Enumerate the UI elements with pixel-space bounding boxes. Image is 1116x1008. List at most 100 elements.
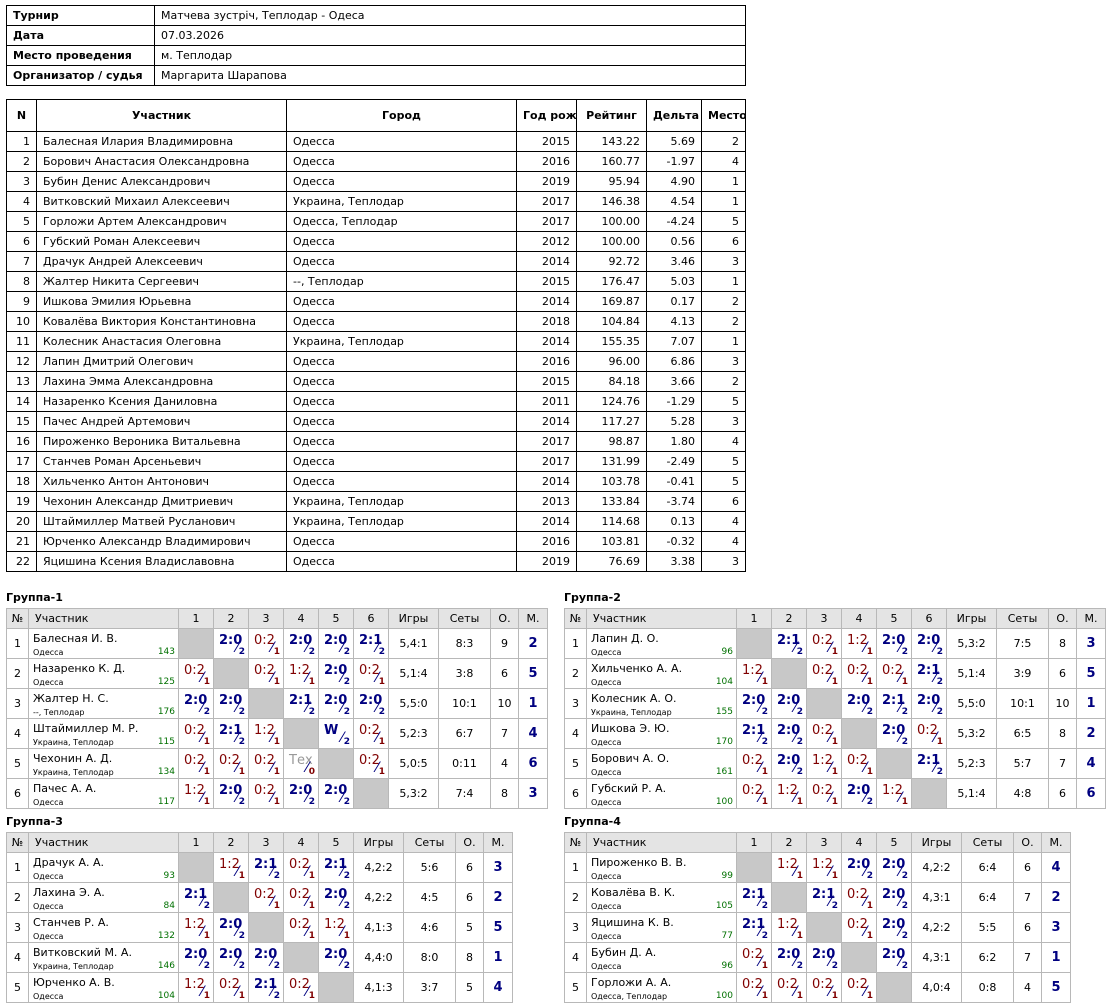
match-points: 2 xyxy=(796,961,803,971)
slash: ⁄ xyxy=(899,730,902,746)
score: 2:0 xyxy=(254,947,278,962)
match-points: 2 xyxy=(343,707,350,717)
participant-cell: 2 xyxy=(6,151,37,172)
participant-cell: 4.54 xyxy=(646,191,702,212)
games: 4,0:4 xyxy=(911,972,962,1003)
sets: 3:7 xyxy=(403,972,456,1003)
player-name: Пачес А. А. xyxy=(33,782,97,795)
participant-cell: Одесса xyxy=(286,411,517,432)
points: 8 xyxy=(1048,628,1077,659)
info-table: Турнир Матчева зустріч, Теплодар - Одеса Д… xyxy=(6,5,746,86)
result-cell xyxy=(353,778,389,809)
result: 2:0 ⁄ 2 xyxy=(738,690,771,718)
slash: ⁄ xyxy=(376,640,379,656)
player-cell: Яцишина К. В. Одесса 77 xyxy=(586,912,737,943)
score: 0:2 xyxy=(359,723,380,738)
match-points: 1 xyxy=(238,871,245,881)
player-rating: 115 xyxy=(157,737,175,747)
match-points: 2 xyxy=(901,961,908,971)
participant-cell: 2014 xyxy=(516,291,577,312)
slash: ⁄ xyxy=(341,924,344,940)
header-cell: № xyxy=(564,608,587,629)
slash: ⁄ xyxy=(271,730,274,746)
participant-cell: Одесса, Теплодар xyxy=(286,211,517,232)
result-cell: 2:1 ⁄ 2 xyxy=(353,628,389,659)
player-city: Одесса xyxy=(33,872,64,881)
score: 2:1 xyxy=(289,693,313,708)
slash: ⁄ xyxy=(201,984,204,1000)
points: 7 xyxy=(1048,748,1077,779)
match-points: 1 xyxy=(378,767,385,777)
player-name: Лахина Э. А. xyxy=(33,886,105,899)
result: 2:1 ⁄ 2 xyxy=(878,690,911,718)
score: 1:2 xyxy=(777,917,798,932)
result-cell xyxy=(876,748,912,779)
participant-cell: 4 xyxy=(701,511,746,532)
group-row: 4 Штаймиллер М. Р. Украина, Теплодар 115 0:2… xyxy=(6,718,548,749)
slash: ⁄ xyxy=(864,700,867,716)
points: 8 xyxy=(1048,718,1077,749)
participant-cell: 0.13 xyxy=(646,511,702,532)
player-name: Ишкова Э. Ю. xyxy=(591,722,670,735)
result: 0:2 ⁄ 1 xyxy=(808,720,841,748)
player: Лапин Д. О. Одесса 96 xyxy=(588,630,736,658)
match-points: 2 xyxy=(273,991,280,1001)
result-cell: 0:2 ⁄ 1 xyxy=(248,628,284,659)
score: 0:2 xyxy=(184,753,205,768)
player-city: Одесса, Теплодар xyxy=(591,992,668,1001)
group-title: Группа-2 xyxy=(564,591,621,604)
match-points: 1 xyxy=(761,677,768,687)
place: 6 xyxy=(518,748,548,779)
score: 0:2 xyxy=(254,753,275,768)
header-cell: Год рожд. xyxy=(516,99,577,132)
slash: ⁄ xyxy=(899,670,902,686)
info-label: Место проведения xyxy=(6,45,155,66)
header-cell: Место xyxy=(701,99,746,132)
result-cell: W ⁄ 2 xyxy=(318,718,354,749)
participant-row: 1 Балесная Илария Владимировна Одесса 2015 1… xyxy=(6,131,746,152)
match-points: 1 xyxy=(901,677,908,687)
score: 2:1 xyxy=(742,917,766,932)
row-number: 3 xyxy=(6,912,29,943)
result-cell xyxy=(876,972,912,1003)
score: 2:0 xyxy=(219,693,243,708)
result-cell: 2:0 ⁄ 2 xyxy=(318,658,354,689)
participant-cell: Пачес Андрей Артемович xyxy=(36,411,287,432)
slash: ⁄ xyxy=(899,924,902,940)
score: 0:2 xyxy=(742,977,763,992)
participant-cell: 5.28 xyxy=(646,411,702,432)
participant-cell: 22 xyxy=(6,551,37,572)
result-cell: 2:0 ⁄ 2 xyxy=(771,748,807,779)
participant-cell: 12 xyxy=(6,351,37,372)
result: 2:0 ⁄ 2 xyxy=(808,944,841,972)
match-points: 1 xyxy=(831,767,838,777)
slash: ⁄ xyxy=(899,954,902,970)
match-points: 1 xyxy=(343,931,350,941)
group-row: 5 Чехонин А. Д. Украина, Теплодар 134 0:2 ⁄ 1 0… xyxy=(6,748,548,779)
place: 1 xyxy=(1041,942,1071,973)
player: Лахина Э. А. Одесса 84 xyxy=(30,884,178,912)
player: Штаймиллер М. Р. Украина, Теплодар 115 xyxy=(30,720,178,748)
sets: 7:5 xyxy=(996,628,1049,659)
points: 6 xyxy=(1013,912,1042,943)
slash: ⁄ xyxy=(794,924,797,940)
participant-cell: 2014 xyxy=(516,511,577,532)
group-row: 2 Назаренко К. Д. Одесса 125 0:2 ⁄ 1 0:2 ⁄ 1 1:2 ⁄ 1… xyxy=(6,658,548,689)
slash: ⁄ xyxy=(864,640,867,656)
result: 0:2 ⁄ 1 xyxy=(355,750,388,778)
score: 2:1 xyxy=(254,977,278,992)
result-cell: 1:2 ⁄ 1 xyxy=(283,658,319,689)
result-cell: 0:2 ⁄ 1 xyxy=(248,778,284,809)
slash: ⁄ xyxy=(271,640,274,656)
participant-cell: Балесная Илария Владимировна xyxy=(36,131,287,152)
group-row: 2 Лахина Э. А. Одесса 84 2:1 ⁄ 2 0:2 ⁄ 1 0:2 ⁄ 1 2:0 ⁄… xyxy=(6,882,513,913)
score: 2:1 xyxy=(882,693,906,708)
slash: ⁄ xyxy=(759,700,762,716)
slash: ⁄ xyxy=(306,670,309,686)
points: 10 xyxy=(1048,688,1077,719)
games: 4,2:2 xyxy=(911,852,962,883)
participant-cell: Одесса xyxy=(286,291,517,312)
group-row: 3 Жалтер Н. С. --, Теплодар 176 2:0 ⁄ 2 2:0 ⁄ 2 2:… xyxy=(6,688,548,719)
participant-cell: 1 xyxy=(701,191,746,212)
match-points: 1 xyxy=(203,767,210,777)
